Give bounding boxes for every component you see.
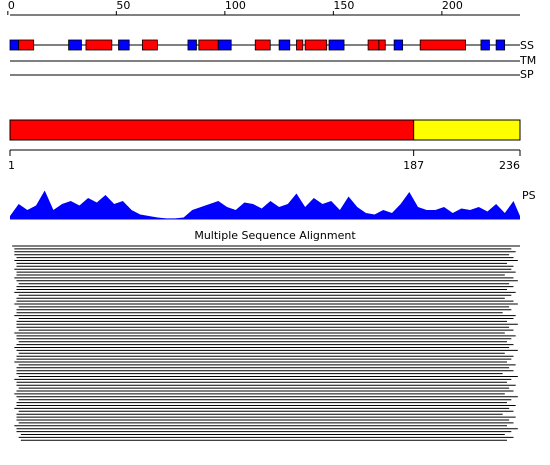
ruler-label: 200 <box>442 0 463 12</box>
ps-label: PS <box>522 189 536 202</box>
ss-element <box>217 39 232 51</box>
ruler-label: 150 <box>333 0 354 12</box>
ss-element <box>419 39 466 51</box>
ss-element <box>367 39 380 51</box>
ss-element <box>296 39 304 51</box>
ss-element <box>68 39 82 51</box>
ss-element <box>198 39 219 51</box>
ss-element <box>328 39 345 51</box>
ruler-label: 0 <box>8 0 15 12</box>
ss-element <box>378 39 386 51</box>
ss-element <box>9 39 19 51</box>
ruler-label: 100 <box>225 0 246 12</box>
ss-element <box>85 39 113 51</box>
tm-label: TM <box>519 54 536 67</box>
ss-element <box>141 39 158 51</box>
domain-tick-label: 1 <box>8 159 15 172</box>
ss-element <box>278 39 291 51</box>
alignment-title: Multiple Sequence Alignment <box>194 229 356 242</box>
ss-element <box>18 39 35 51</box>
ss-element <box>393 39 404 51</box>
ss-element <box>187 39 197 51</box>
ss-element <box>495 39 506 51</box>
ruler-label: 50 <box>116 0 130 12</box>
profile-area <box>10 190 520 219</box>
ss-element <box>480 39 490 51</box>
domain <box>413 119 521 141</box>
ss-element <box>254 39 271 51</box>
ss-label: SS <box>520 39 534 52</box>
domain <box>9 119 415 141</box>
ss-element <box>304 39 328 51</box>
ss-element <box>118 39 130 51</box>
domain-tick-label: 187 <box>403 159 424 172</box>
sp-label: SP <box>520 68 534 81</box>
domain-tick-label: 236 <box>499 159 520 172</box>
